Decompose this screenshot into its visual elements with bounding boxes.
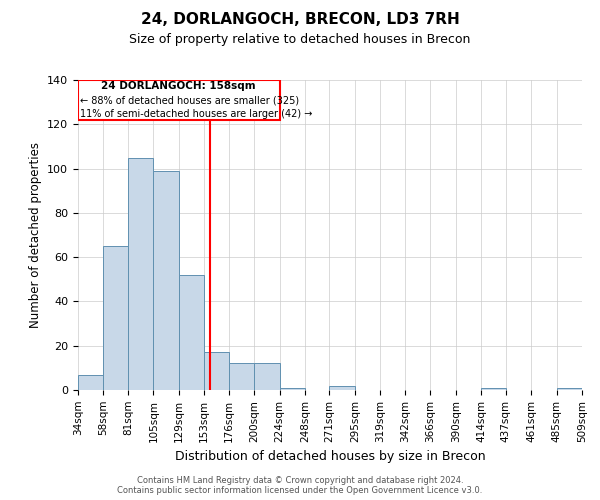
Bar [229,364,254,390]
Bar [128,158,154,390]
Text: Size of property relative to detached houses in Brecon: Size of property relative to detached ho… [130,32,470,46]
Text: 24, DORLANGOCH, BRECON, LD3 7RH: 24, DORLANGOCH, BRECON, LD3 7RH [140,12,460,28]
Bar [179,275,204,390]
X-axis label: Distribution of detached houses by size in Brecon: Distribution of detached houses by size … [175,450,485,463]
Text: ← 88% of detached houses are smaller (325): ← 88% of detached houses are smaller (32… [80,96,299,106]
Text: 11% of semi-detached houses are larger (42) →: 11% of semi-detached houses are larger (… [80,108,313,118]
Bar [481,388,506,390]
Bar [78,80,280,120]
Bar [154,171,179,390]
Bar [103,246,128,390]
Bar [557,388,582,390]
Bar [254,364,280,390]
Bar [280,388,305,390]
Text: Contains HM Land Registry data © Crown copyright and database right 2024.: Contains HM Land Registry data © Crown c… [137,476,463,485]
Y-axis label: Number of detached properties: Number of detached properties [29,142,41,328]
Bar [329,386,355,390]
Bar [78,374,103,390]
Text: Contains public sector information licensed under the Open Government Licence v3: Contains public sector information licen… [118,486,482,495]
Text: 24 DORLANGOCH: 158sqm: 24 DORLANGOCH: 158sqm [101,81,256,91]
Bar [204,352,229,390]
